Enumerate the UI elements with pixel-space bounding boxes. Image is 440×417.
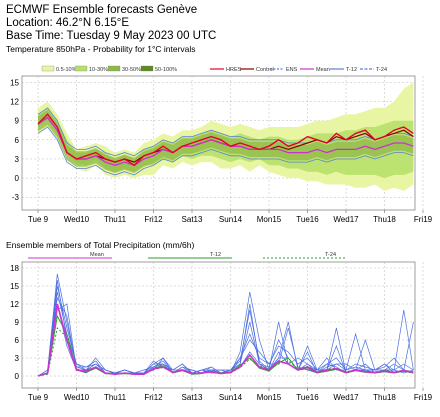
legend-band-label: 10-30% <box>89 67 108 73</box>
location-label: Location: 46.2°N 6.15°E <box>6 17 130 29</box>
legend-line-label: T-24 <box>376 67 387 73</box>
temp-xtick-label: Sun14 <box>219 215 243 224</box>
precip-xtick-label: Fri12 <box>144 393 163 402</box>
temp-ytick-label: 0 <box>15 174 20 183</box>
prob-band-inner <box>38 109 414 173</box>
series-mean <box>37 116 414 167</box>
temp-xtick-label: Wed10 <box>64 215 90 224</box>
temp-ytick-label: 3 <box>15 155 20 164</box>
precip-xtick-label: Tue 9 <box>28 393 49 402</box>
temp-ytick-label: 15 <box>10 78 19 87</box>
legend-line-label: HRES <box>226 67 242 73</box>
precip-xtick-label: Mon15 <box>257 393 282 402</box>
temp-xtick-label: Wed17 <box>333 215 359 224</box>
temp-xtick-label: Tue16 <box>296 215 319 224</box>
precip-xtick-label: Fri19 <box>414 393 433 402</box>
temp-xtick-label: Fri12 <box>144 215 163 224</box>
precip-ytick-label: 18 <box>10 264 19 273</box>
legend-band-label: 50-100% <box>155 67 177 73</box>
precip-ytick-label: 6 <box>15 336 20 345</box>
precipitation-chart-title: Ensemble members of Total Precipitation … <box>6 240 195 250</box>
precip-ytick-label: 15 <box>10 282 19 291</box>
precip-series-mean <box>37 303 414 377</box>
temp-ytick-label: -3 <box>12 193 20 202</box>
series-hres <box>37 113 414 167</box>
legend-band-swatch <box>41 65 55 72</box>
precip-ytick-label: 3 <box>15 354 20 363</box>
precip-xtick-label: Wed17 <box>333 393 359 402</box>
precip-xtick-label: Thu18 <box>373 393 396 402</box>
legend-line-label: ENS <box>286 67 298 73</box>
temperature-chart-title: Temperature 850hPa - Probability for 1°C… <box>6 44 196 54</box>
precip-ytick-label: 12 <box>10 300 19 309</box>
temp-xtick-label: Thu11 <box>104 215 127 224</box>
legend-band-swatch <box>74 65 88 72</box>
temp-ytick-label: 12 <box>10 98 19 107</box>
temp-ytick-label: 9 <box>15 117 20 126</box>
precip-xtick-label: Wed10 <box>64 393 90 402</box>
temp-xtick-label: Fri19 <box>414 215 433 224</box>
precip-xtick-label: Sun14 <box>219 393 243 402</box>
precip-xtick-label: Tue16 <box>296 393 319 402</box>
legend-line-label: Control <box>256 67 274 73</box>
legend-band-swatch <box>140 65 154 72</box>
precip-xtick-label: Sat13 <box>182 393 203 402</box>
temp-xtick-label: Tue 9 <box>28 215 49 224</box>
series-ens-lower <box>37 126 414 176</box>
precip-legend-label: Mean <box>90 252 104 258</box>
precip-legend-label: T-12 <box>210 252 221 258</box>
legend-band-label: 30-50% <box>122 67 141 73</box>
precip-legend-label: T-24 <box>325 252 336 258</box>
legend-line-label: T-12 <box>346 67 357 73</box>
precip-plot-area <box>21 261 416 389</box>
precip-xtick-label: Thu11 <box>104 393 127 402</box>
temp-ytick-label: 6 <box>15 136 20 145</box>
precip-ytick-label: 9 <box>15 318 20 327</box>
base-time-label: Base Time: Tuesday 9 May 2023 00 UTC <box>6 30 217 42</box>
precip-ytick-label: 0 <box>15 372 20 381</box>
page-title: ECMWF Ensemble forecasts Genève <box>6 4 198 16</box>
temp-xtick-label: Sat13 <box>182 215 203 224</box>
legend-band-label: 0.5-10% <box>56 67 77 73</box>
series-ens-upper <box>37 107 414 157</box>
temp-xtick-label: Mon15 <box>257 215 282 224</box>
temp-xtick-label: Thu18 <box>373 215 396 224</box>
legend-band-swatch <box>107 65 121 72</box>
precip-member-line <box>37 291 414 377</box>
legend-line-label: Mean <box>316 67 330 73</box>
